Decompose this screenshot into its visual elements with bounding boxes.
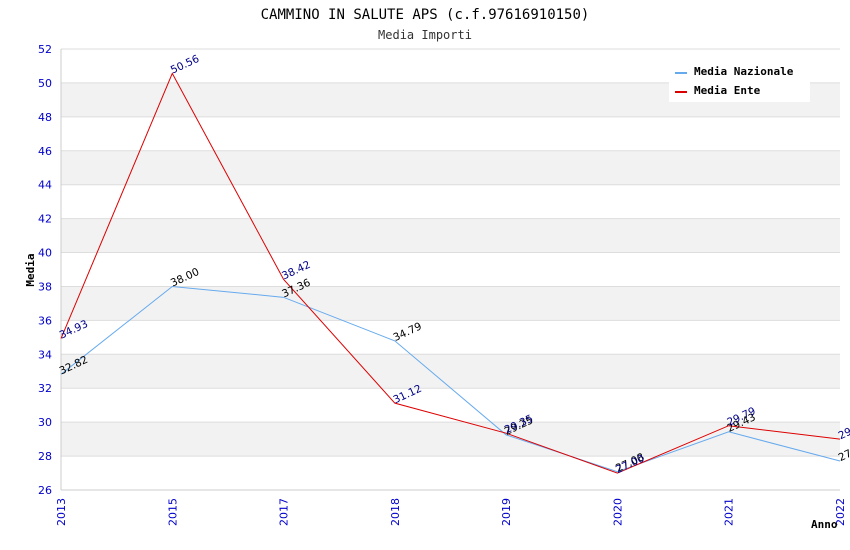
y-tick-label: 28 bbox=[38, 450, 52, 463]
axes bbox=[60, 49, 840, 491]
grid-band bbox=[61, 422, 840, 457]
grid-band bbox=[61, 150, 840, 185]
y-tick-label: 30 bbox=[38, 416, 52, 429]
x-tick-label: 2019 bbox=[500, 498, 513, 526]
grid-bands bbox=[61, 82, 840, 457]
grid-band bbox=[61, 286, 840, 321]
legend-label-media-nazionale: Media Nazionale bbox=[694, 65, 794, 78]
series-line-media-nazionale bbox=[60, 285, 841, 473]
y-tick-label: 50 bbox=[38, 77, 52, 90]
y-tick-label: 48 bbox=[38, 111, 52, 124]
series-line-media-ente bbox=[60, 72, 841, 474]
y-tick-label: 46 bbox=[38, 145, 52, 158]
x-axis-label: Anno bbox=[811, 518, 838, 531]
y-tick-label: 32 bbox=[38, 382, 52, 395]
y-tick-label: 34 bbox=[38, 348, 52, 361]
y-tick-label: 52 bbox=[38, 43, 52, 56]
chart-title: CAMMINO IN SALUTE APS (c.f.97616910150) bbox=[261, 7, 590, 23]
x-tick-label: 2020 bbox=[611, 498, 624, 526]
legend-label-media-ente: Media Ente bbox=[694, 84, 761, 97]
x-tick-label: 2018 bbox=[389, 498, 402, 526]
y-tick-label: 40 bbox=[38, 247, 52, 260]
y-tick-label: 38 bbox=[38, 280, 52, 293]
x-tick-labels: 2013 2015 2017 2018 2019 2020 2021 2022 bbox=[55, 498, 847, 526]
x-tick-label: 2013 bbox=[55, 498, 68, 526]
y-axis-label: Media bbox=[24, 253, 37, 286]
x-tick-label: 2021 bbox=[723, 498, 736, 526]
y-tick-label: 26 bbox=[38, 484, 52, 497]
x-tick-label: 2022 bbox=[834, 498, 847, 526]
legend-box bbox=[669, 60, 810, 102]
y-tick-label: 42 bbox=[38, 213, 52, 226]
grid-band bbox=[61, 354, 840, 389]
x-tick-label: 2015 bbox=[166, 498, 179, 526]
y-tick-labels: 26 28 30 32 34 36 38 40 42 44 46 48 50 52 bbox=[38, 43, 52, 497]
series-lines bbox=[60, 72, 841, 474]
legend: Media Nazionale Media Ente bbox=[669, 60, 810, 102]
x-tick-label: 2017 bbox=[278, 498, 291, 526]
chart-subtitle: Media Importi bbox=[378, 28, 472, 42]
grid-band bbox=[61, 218, 840, 253]
y-tick-label: 36 bbox=[38, 314, 52, 327]
y-tick-label: 44 bbox=[38, 179, 52, 192]
